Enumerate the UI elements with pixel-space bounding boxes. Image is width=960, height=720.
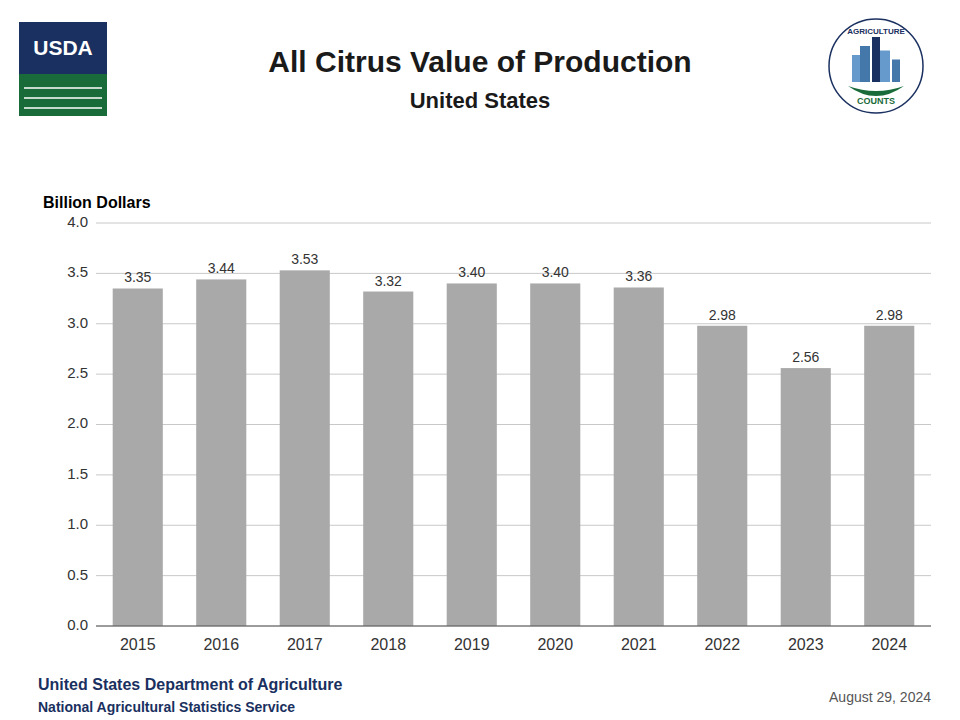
bar (280, 270, 330, 626)
logo-shape (860, 46, 870, 82)
x-tick-label: 2020 (537, 636, 573, 653)
bar (196, 279, 246, 626)
data-label: 3.32 (375, 273, 402, 289)
data-label: 2.56 (792, 349, 819, 365)
y-tick-label: 0.5 (67, 566, 88, 583)
logo-shape (24, 87, 102, 89)
logo-shape (892, 60, 900, 83)
y-tick-label: 0.0 (67, 616, 88, 633)
x-tick-label: 2022 (704, 636, 740, 653)
x-tick-label: 2024 (871, 636, 907, 653)
logo-text: USDA (33, 36, 93, 59)
logo-shape (872, 37, 880, 82)
bar (697, 326, 747, 626)
bar (363, 292, 413, 626)
footer-line: National Agricultural Statistics Service (38, 699, 295, 715)
x-axis-line (96, 625, 931, 626)
y-tick-label: 1.5 (67, 465, 88, 482)
bars (113, 270, 915, 626)
x-tick-label: 2023 (788, 636, 824, 653)
agc-logo: AGRICULTURE COUNTS (829, 19, 923, 113)
data-label: 3.40 (458, 264, 485, 280)
y-tick-label: 3.5 (67, 263, 88, 280)
bar (781, 368, 831, 626)
logo-shape (852, 55, 860, 82)
data-label: 3.44 (208, 260, 235, 276)
x-tick-label: 2019 (454, 636, 490, 653)
y-ticks: 0.0 0.5 1.0 1.5 2.0 2.5 3.0 3.5 4.0 (67, 213, 88, 633)
data-label: 2.98 (876, 307, 903, 323)
subtitle: United States (410, 88, 551, 113)
footer-date: August 29, 2024 (829, 689, 931, 705)
x-tick-label: 2018 (370, 636, 406, 653)
footer-line: United States Department of Agriculture (38, 676, 342, 693)
title: All Citrus Value of Production (268, 45, 691, 78)
logo-shape (848, 86, 904, 96)
x-tick-label: 2021 (621, 636, 657, 653)
y-tick-label: 4.0 (67, 213, 88, 230)
logo-shape (24, 97, 102, 99)
logo-text: COUNTS (857, 96, 895, 106)
data-label: 3.53 (291, 251, 318, 267)
bar (113, 288, 163, 626)
y-tick-label: 2.5 (67, 364, 88, 381)
logo-shape (19, 22, 107, 74)
chart: All Citrus Value of Production United Sta… (0, 0, 960, 720)
data-label: 2.98 (709, 307, 736, 323)
logo-shape (19, 74, 107, 116)
x-tick-label: 2017 (287, 636, 323, 653)
y-tick-label: 1.0 (67, 515, 88, 532)
bar (864, 326, 914, 626)
bar (614, 287, 664, 626)
data-label: 3.36 (625, 268, 652, 284)
grid-line (96, 223, 931, 224)
usda-logo: USDA (19, 22, 107, 116)
data-label: 3.35 (124, 269, 151, 285)
data-label: 3.40 (542, 264, 569, 280)
bar (530, 283, 580, 626)
x-tick-label: 2015 (120, 636, 156, 653)
grid (96, 223, 931, 626)
x-ticks: 2015 2016 2017 2018 2019 2020 2021 2022 2023 2024 (120, 636, 907, 653)
logo-shape (829, 19, 923, 113)
grid-line (96, 626, 931, 627)
bar (447, 283, 497, 626)
logo-text: AGRICULTURE (847, 27, 905, 36)
x-tick-label: 2016 (203, 636, 239, 653)
y-axis-label: Billion Dollars (43, 194, 151, 211)
logo-shape (880, 51, 890, 83)
y-tick-label: 2.0 (67, 414, 88, 431)
data-labels: 3.35 3.44 3.53 3.32 3.40 3.40 3.36 2.98 2.56 2.98 (124, 251, 903, 365)
logo-shape (24, 107, 102, 109)
y-tick-label: 3.0 (67, 314, 88, 331)
